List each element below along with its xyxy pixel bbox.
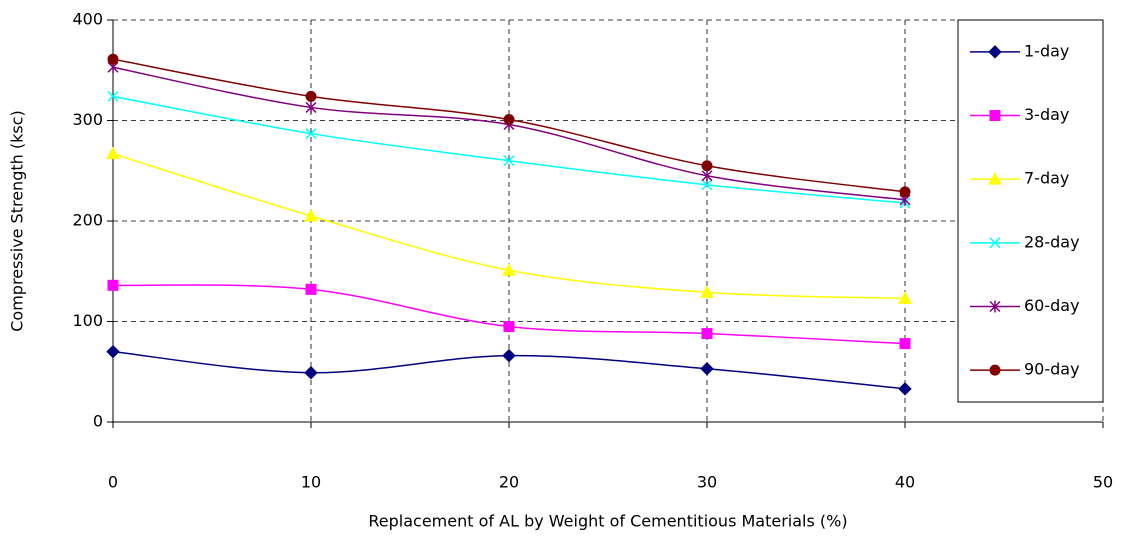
x-axis-label: Replacement of AL by Weight of Cementiti…: [368, 512, 847, 531]
x-tick-label: 0: [108, 473, 118, 492]
marker: [990, 111, 1000, 121]
marker: [504, 114, 514, 124]
y-tick-label: 400: [72, 10, 103, 29]
marker: [701, 363, 713, 375]
marker: [306, 284, 316, 294]
legend-box: [958, 20, 1103, 402]
legend-label: 28-day: [1024, 232, 1080, 251]
marker: [108, 54, 118, 64]
x-tick-label: 40: [895, 473, 915, 492]
marker: [305, 367, 317, 379]
marker: [504, 322, 514, 332]
y-tick-label: 0: [93, 412, 103, 431]
y-tick-label: 300: [72, 110, 103, 129]
marker: [107, 148, 119, 159]
legend-label: 90-day: [1024, 360, 1080, 379]
legend-label: 60-day: [1024, 296, 1080, 315]
marker: [899, 383, 911, 395]
marker: [990, 365, 1000, 375]
legend-label: 1-day: [1024, 41, 1069, 60]
legend-label: 7-day: [1024, 169, 1069, 188]
marker: [702, 161, 712, 171]
x-tick-label: 50: [1093, 473, 1113, 492]
marker: [702, 329, 712, 339]
marker: [503, 350, 515, 362]
x-tick-label: 30: [697, 473, 717, 492]
marker: [900, 339, 910, 349]
y-tick-label: 200: [72, 211, 103, 230]
x-tick-label: 10: [301, 473, 321, 492]
marker: [306, 91, 316, 101]
marker: [900, 187, 910, 197]
marker: [108, 280, 118, 290]
legend-label: 3-day: [1024, 105, 1069, 124]
chart: Compressive Strength (ksc) Replacement o…: [0, 0, 1126, 539]
marker: [107, 346, 119, 358]
y-axis-label: Compressive Strength (ksc): [8, 110, 27, 331]
x-tick-label: 20: [499, 473, 519, 492]
y-tick-label: 100: [72, 311, 103, 330]
